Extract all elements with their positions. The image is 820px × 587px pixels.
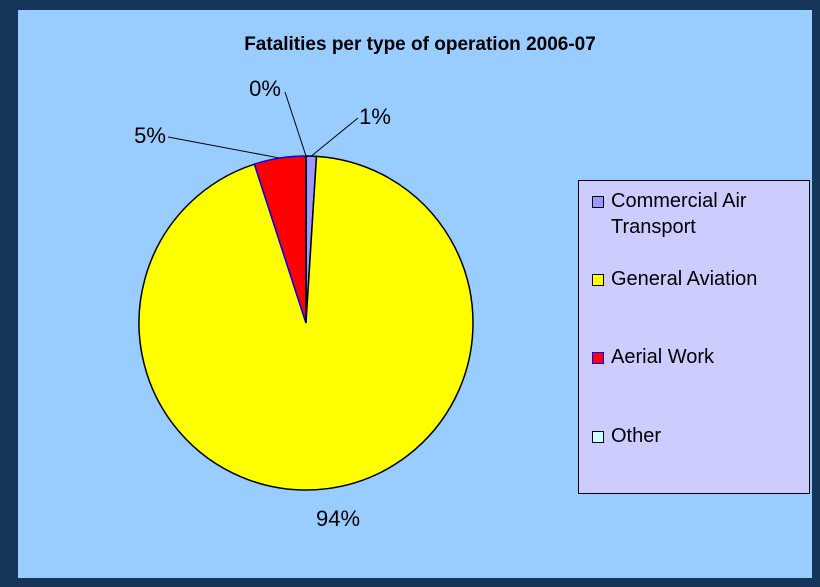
chart-title: Fatalities per type of operation 2006-07	[244, 34, 596, 55]
legend-label: Other	[611, 425, 662, 447]
legend-entry: Other	[589, 423, 804, 449]
legend: Commercial Air Transport General Aviation…	[578, 180, 810, 494]
legend-entry: Aerial Work	[589, 344, 804, 370]
leader-line	[167, 136, 280, 159]
legend-entry: Commercial Air Transport	[589, 188, 804, 240]
legend-swatch	[592, 352, 604, 364]
legend-swatch	[592, 274, 604, 286]
legend-swatch	[592, 431, 604, 443]
data-label: 94%	[316, 506, 360, 531]
legend-label: General Aviation	[611, 268, 758, 290]
leader-line	[310, 117, 359, 157]
legend-label: Aerial Work	[611, 346, 714, 368]
data-label: 0%	[249, 76, 281, 101]
leader-line	[284, 91, 307, 157]
legend-entry: General Aviation	[589, 266, 804, 292]
legend-label: Commercial Air Transport	[611, 190, 747, 238]
data-label: 1%	[359, 104, 391, 129]
data-label: 5%	[134, 123, 166, 148]
legend-swatch	[592, 196, 604, 208]
pie-slice	[138, 155, 474, 491]
